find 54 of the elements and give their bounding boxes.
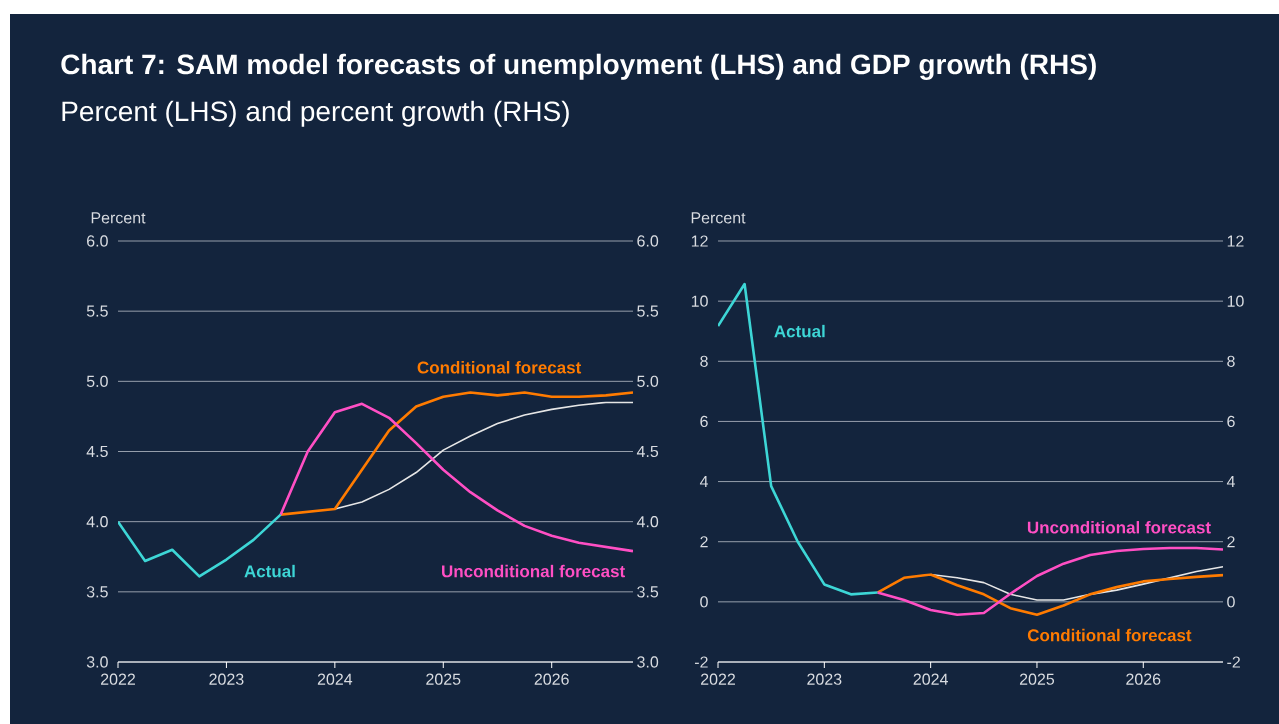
x-tick-label: 2025	[1019, 673, 1055, 685]
y-tick-label: 5.5	[86, 305, 108, 317]
x-tick-label: 2026	[1126, 673, 1161, 685]
y2-tick-label: 6	[1227, 415, 1235, 428]
y-tick-label: 6	[700, 415, 708, 428]
y2-tick-label: 0	[1227, 596, 1235, 608]
y2-tick-label: 5.5	[637, 305, 659, 317]
line-series	[876, 573, 1224, 617]
x-tick-label: 2024	[317, 673, 353, 685]
chart-title: Chart 7: SAM model forecasts of unemployment (LHS) and GDP growth (RHS)	[61, 53, 1096, 80]
y-tick-label: 12	[691, 235, 708, 247]
y-tick-label: 0	[700, 596, 708, 608]
series-label: Actual	[244, 564, 295, 578]
series-label: Unconditional forecast	[1027, 521, 1211, 534]
y-tick-label: 8	[700, 355, 708, 367]
y-axis-title: Percent	[91, 212, 146, 224]
line-series	[718, 282, 879, 596]
x-tick-label: 2023	[807, 673, 842, 685]
y2-tick-label: 2	[1227, 536, 1235, 548]
y2-tick-label: 12	[1227, 235, 1244, 247]
y-axis-title: Percent	[691, 212, 746, 224]
x-tick-label: 2022	[701, 673, 735, 685]
y-tick-label: 4.5	[86, 445, 108, 458]
y2-tick-label: 3.0	[637, 656, 659, 668]
y-tick-label: 10	[691, 295, 708, 307]
y-tick-label: 4.0	[86, 516, 108, 528]
y2-tick-label: 4	[1226, 476, 1235, 488]
line-series	[876, 546, 1224, 617]
y2-tick-label: 4.5	[636, 445, 659, 458]
x-tick-label: 2022	[101, 673, 135, 685]
series-label: Conditional forecast	[1027, 628, 1192, 642]
y2-tick-label: 6.0	[637, 235, 659, 247]
series-label: Conditional forecast	[417, 361, 582, 374]
series-label: Unconditional forecast	[442, 564, 625, 578]
y-tick-label: -2	[694, 656, 708, 668]
x-tick-label: 2026	[534, 673, 569, 685]
y-tick-label: 3.5	[86, 586, 108, 598]
x-tick-label: 2023	[209, 673, 244, 685]
y2-tick-label: 3.5	[637, 586, 659, 598]
series-label: Actual	[774, 324, 825, 338]
y-tick-label: 2	[700, 536, 708, 548]
x-tick-label: 2025	[426, 673, 461, 685]
y-tick-label: 3.0	[86, 656, 108, 668]
line-series	[334, 401, 634, 510]
x-tick-label: 2024	[913, 673, 948, 685]
y2-tick-label: 4.0	[636, 516, 659, 528]
y-tick-label: 5.0	[86, 375, 108, 387]
y2-tick-label: -2	[1227, 656, 1240, 668]
y-tick-label: 6.0	[87, 235, 108, 247]
y2-tick-label: 5.0	[637, 375, 659, 387]
y2-tick-label: 8	[1227, 355, 1235, 367]
y-tick-label: 4	[699, 476, 708, 488]
chart-subtitle: Percent (LHS) and percent growth (RHS)	[62, 100, 569, 127]
y2-tick-label: 10	[1227, 295, 1244, 307]
